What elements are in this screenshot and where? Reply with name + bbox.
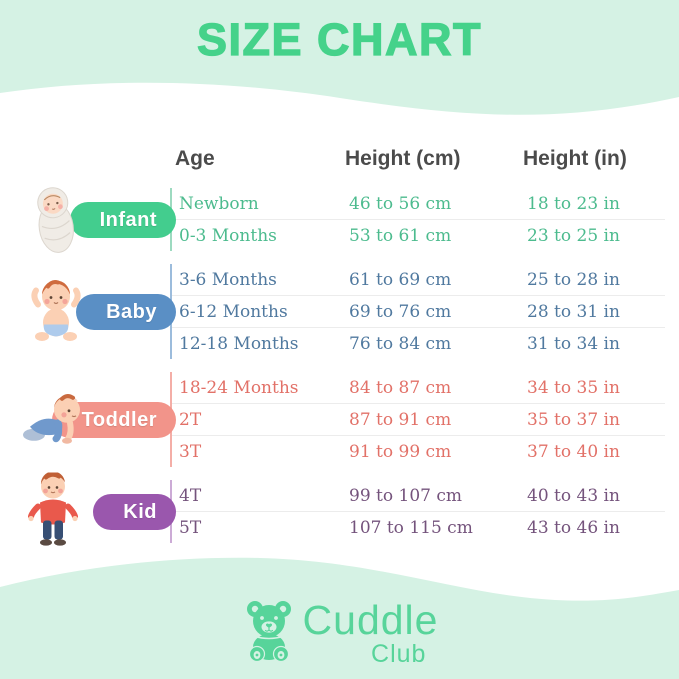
height-in-column-header: Height (in)	[523, 147, 627, 170]
crawling-toddler-illustration-icon	[23, 393, 80, 444]
age-column-header: Age	[175, 147, 215, 170]
height-cm-cell: 91 to 99 cm	[349, 441, 452, 462]
table-row: 3T 91 to 99 cm 37 to 40 in	[172, 435, 665, 467]
section-baby: Baby	[20, 264, 665, 359]
age-cell: 18-24 Months	[179, 377, 299, 398]
age-cell: 3-6 Months	[179, 269, 277, 290]
table-row: 6-12 Months 69 to 76 cm 28 to 31 in	[172, 295, 665, 327]
brand-wordmark: Cuddle Club	[303, 599, 439, 667]
page-title: SIZE CHART	[196, 13, 482, 65]
table-row: 18-24 Months 84 to 87 cm 34 to 35 in	[172, 372, 665, 403]
brand-name-text: Cuddle	[302, 597, 439, 643]
age-cell: 3T	[179, 441, 202, 462]
kid-rows: 4T 99 to 107 cm 40 to 43 in 5T 107 to 11…	[170, 480, 665, 543]
age-cell: 6-12 Months	[179, 301, 288, 322]
teddy-bear-logo-icon	[246, 601, 291, 663]
table-row: 4T 99 to 107 cm 40 to 43 in	[172, 480, 665, 511]
kid-pill-badge: Kid	[93, 493, 176, 530]
size-table: Age Height (cm) Height (in) Infant	[20, 142, 665, 556]
section-infant: Infant	[20, 186, 665, 253]
age-cell: 4T	[179, 485, 202, 506]
age-cell: 2T	[179, 409, 202, 430]
section-toddler: Toddler 18-24 Months	[20, 372, 665, 467]
kid-category: Kid	[20, 471, 176, 546]
height-cm-cell: 107 to 115 cm	[349, 517, 473, 538]
height-cm-cell: 61 to 69 cm	[349, 269, 452, 290]
height-cm-column-header: Height (cm)	[345, 147, 461, 170]
toddler-rows: 18-24 Months 84 to 87 cm 34 to 35 in 2T …	[170, 372, 665, 467]
height-in-cell: 35 to 37 in	[527, 409, 620, 430]
baby-pill-badge: Baby	[76, 293, 176, 330]
toddler-category: Toddler	[20, 372, 176, 467]
height-cm-cell: 53 to 61 cm	[349, 225, 452, 246]
baby-rows: 3-6 Months 61 to 69 cm 25 to 28 in 6-12 …	[170, 264, 665, 359]
section-kid: Kid	[20, 471, 665, 546]
standing-kid-illustration-icon	[28, 471, 78, 546]
infant-pill-badge: Infant	[69, 201, 176, 238]
table-row: 5T 107 to 115 cm 43 to 46 in	[172, 511, 665, 543]
table-row: 0-3 Months 53 to 61 cm 23 to 25 in	[172, 219, 665, 251]
height-cm-cell: 84 to 87 cm	[349, 377, 452, 398]
bottom-wave-decoration	[0, 557, 679, 679]
age-cell: 0-3 Months	[179, 225, 277, 246]
height-in-cell: 23 to 25 in	[527, 225, 620, 246]
height-in-cell: 18 to 23 in	[527, 193, 620, 214]
height-in-cell: 25 to 28 in	[527, 269, 620, 290]
table-row: Newborn 46 to 56 cm 18 to 23 in	[172, 188, 665, 219]
height-cm-cell: 76 to 84 cm	[349, 333, 452, 354]
height-in-cell: 28 to 31 in	[527, 301, 620, 322]
table-row: 12-18 Months 76 to 84 cm 31 to 34 in	[172, 327, 665, 359]
height-cm-cell: 46 to 56 cm	[349, 193, 452, 214]
height-in-cell: 31 to 34 in	[527, 333, 620, 354]
table-row: 2T 87 to 91 cm 35 to 37 in	[172, 403, 665, 435]
age-cell: Newborn	[179, 193, 259, 214]
table-row: 3-6 Months 61 to 69 cm 25 to 28 in	[172, 264, 665, 295]
sitting-baby-illustration-icon	[31, 279, 81, 341]
height-cm-cell: 69 to 76 cm	[349, 301, 452, 322]
table-header-row: Age Height (cm) Height (in)	[170, 142, 665, 176]
top-wave-decoration	[0, 0, 679, 115]
height-cm-cell: 99 to 107 cm	[349, 485, 462, 506]
height-in-cell: 34 to 35 in	[527, 377, 620, 398]
baby-category: Baby	[20, 264, 176, 359]
brand-footer: Cuddle Club	[0, 599, 679, 667]
age-cell: 5T	[179, 517, 202, 538]
height-cm-cell: 87 to 91 cm	[349, 409, 452, 430]
swaddled-infant-illustration-icon	[37, 186, 74, 253]
infant-rows: Newborn 46 to 56 cm 18 to 23 in 0-3 Mont…	[170, 188, 665, 251]
height-in-cell: 37 to 40 in	[527, 441, 620, 462]
age-cell: 12-18 Months	[179, 333, 299, 354]
brand-club-text: Club	[371, 640, 427, 668]
infant-category: Infant	[20, 186, 176, 253]
height-in-cell: 40 to 43 in	[527, 485, 620, 506]
height-in-cell: 43 to 46 in	[527, 517, 620, 538]
